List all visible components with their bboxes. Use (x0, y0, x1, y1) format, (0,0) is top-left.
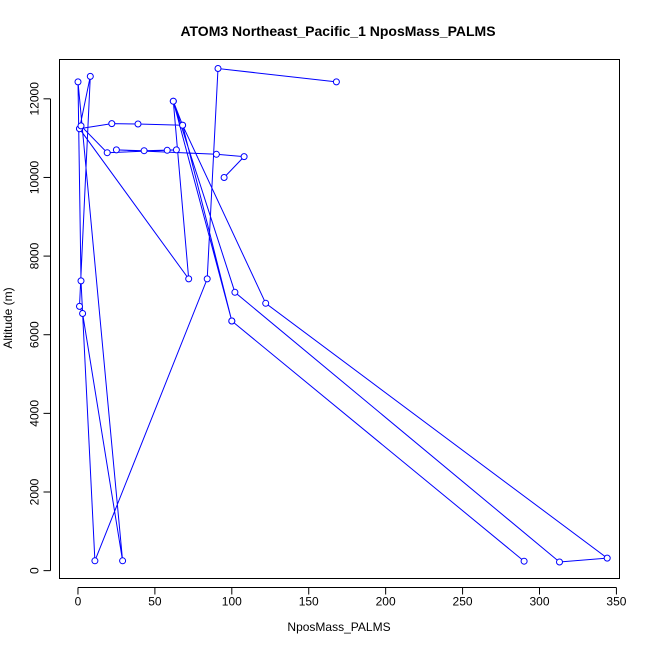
data-point (169, 97, 177, 105)
x-tick-label: 100 (222, 595, 242, 609)
data-point (112, 146, 120, 154)
data-point (231, 288, 239, 296)
y-axis: 0 2000 4000 6000 8000 10000 12000 (28, 82, 51, 574)
series-line (77, 67, 609, 563)
data-point (119, 557, 127, 565)
y-tick-label: 2000 (28, 478, 42, 505)
data-point (108, 120, 116, 128)
x-tick-label: 0 (75, 595, 82, 609)
data-point (228, 317, 236, 325)
data-point (140, 147, 148, 155)
data-point (185, 275, 193, 283)
data-point (214, 65, 222, 72)
data-point (103, 149, 111, 157)
data-point (77, 277, 85, 285)
data-point (262, 299, 270, 307)
y-tick-label: 12000 (28, 82, 42, 116)
data-point (212, 150, 220, 158)
data-point (203, 275, 211, 283)
data-point (79, 310, 87, 317)
data-point (172, 146, 180, 154)
y-tick-label: 8000 (28, 242, 42, 269)
series-group (74, 65, 611, 566)
x-tick-label: 350 (606, 595, 626, 609)
data-point (163, 146, 171, 154)
y-tick-label: 6000 (28, 321, 42, 348)
data-point (220, 174, 228, 181)
data-point (77, 122, 85, 130)
data-point (240, 153, 248, 161)
data-point (74, 78, 82, 86)
data-point (556, 558, 563, 566)
y-tick-label: 0 (28, 567, 42, 574)
data-point (603, 554, 611, 562)
x-tick-label: 250 (453, 595, 473, 609)
data-point (76, 302, 83, 310)
data-point (86, 72, 94, 80)
x-tick-label: 300 (529, 595, 549, 609)
data-point (332, 78, 340, 86)
data-point (91, 557, 99, 565)
plot-area (59, 59, 620, 579)
chart-title: ATOM3 Northeast_Pacific_1 NposMass_PALMS (180, 23, 495, 39)
x-axis-label: NposMass_PALMS (287, 620, 390, 634)
x-tick-label: 150 (299, 595, 319, 609)
x-axis: 0 50 100 150 200 250 300 350 (75, 587, 627, 609)
x-tick-label: 50 (148, 595, 162, 609)
y-axis-label: Altitude (m) (1, 287, 15, 348)
x-tick-label: 200 (376, 595, 396, 609)
y-tick-label: 4000 (28, 400, 42, 427)
data-point (520, 557, 528, 565)
data-point (134, 120, 142, 128)
y-tick-label: 10000 (28, 160, 42, 194)
data-point (179, 121, 187, 129)
